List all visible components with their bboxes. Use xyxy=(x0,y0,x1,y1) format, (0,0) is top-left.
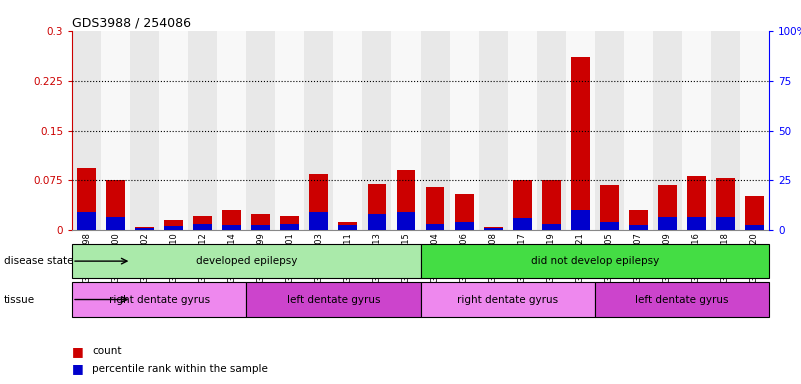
Text: ■: ■ xyxy=(72,362,84,375)
Text: right dentate gyrus: right dentate gyrus xyxy=(109,295,210,305)
Bar xyxy=(449,31,478,230)
Bar xyxy=(425,187,445,230)
Bar xyxy=(658,217,677,230)
Bar xyxy=(252,214,270,230)
Bar xyxy=(508,31,537,230)
Bar xyxy=(276,31,304,230)
Bar xyxy=(396,212,416,230)
Bar xyxy=(745,225,764,230)
Bar xyxy=(421,244,769,278)
Text: count: count xyxy=(92,346,122,356)
Bar xyxy=(107,180,125,230)
Bar xyxy=(72,31,101,230)
Text: right dentate gyrus: right dentate gyrus xyxy=(457,295,558,305)
Bar xyxy=(339,225,357,230)
Bar xyxy=(541,224,561,230)
Bar xyxy=(571,57,590,230)
Bar xyxy=(421,282,594,317)
Bar xyxy=(629,210,648,230)
Bar xyxy=(368,214,386,230)
Bar xyxy=(716,179,735,230)
Bar xyxy=(455,222,473,230)
Bar xyxy=(72,244,421,278)
Text: GDS3988 / 254086: GDS3988 / 254086 xyxy=(72,17,191,30)
Bar xyxy=(135,227,154,230)
Bar xyxy=(594,31,624,230)
Bar xyxy=(513,218,532,230)
Bar xyxy=(716,217,735,230)
Text: did not develop epilepsy: did not develop epilepsy xyxy=(530,256,659,266)
Bar xyxy=(600,185,618,230)
Bar xyxy=(304,31,333,230)
Bar xyxy=(421,31,449,230)
Bar xyxy=(280,224,300,230)
Text: left dentate gyrus: left dentate gyrus xyxy=(635,295,729,305)
Bar xyxy=(247,31,276,230)
Bar xyxy=(710,31,740,230)
Bar xyxy=(309,212,328,230)
Bar xyxy=(484,227,502,230)
Bar xyxy=(745,196,764,230)
Text: disease state: disease state xyxy=(4,256,74,266)
Bar xyxy=(217,31,247,230)
Text: left dentate gyrus: left dentate gyrus xyxy=(287,295,380,305)
Bar xyxy=(571,210,590,230)
Bar xyxy=(339,222,357,230)
Text: ■: ■ xyxy=(72,345,84,358)
Bar xyxy=(309,174,328,230)
Bar xyxy=(629,225,648,230)
Bar xyxy=(159,31,188,230)
Bar xyxy=(77,169,96,230)
Bar xyxy=(107,217,125,230)
Bar xyxy=(455,194,473,230)
Bar xyxy=(566,31,594,230)
Text: percentile rank within the sample: percentile rank within the sample xyxy=(92,364,268,374)
Bar xyxy=(164,220,183,230)
Bar xyxy=(658,185,677,230)
Bar xyxy=(368,184,386,230)
Bar xyxy=(513,180,532,230)
Bar xyxy=(478,31,508,230)
Bar xyxy=(425,224,445,230)
Bar xyxy=(682,31,711,230)
Bar xyxy=(77,212,96,230)
Bar xyxy=(396,170,416,230)
Bar xyxy=(101,31,130,230)
Bar xyxy=(223,210,241,230)
Bar xyxy=(280,216,300,230)
Bar xyxy=(624,31,653,230)
Bar xyxy=(72,282,247,317)
Bar xyxy=(247,282,421,317)
Bar xyxy=(600,222,618,230)
Bar xyxy=(687,217,706,230)
Bar xyxy=(594,282,769,317)
Bar xyxy=(130,31,159,230)
Bar xyxy=(740,31,769,230)
Bar xyxy=(188,31,217,230)
Bar xyxy=(333,31,362,230)
Bar xyxy=(392,31,421,230)
Text: developed epilepsy: developed epilepsy xyxy=(195,256,297,266)
Bar xyxy=(362,31,392,230)
Bar xyxy=(541,180,561,230)
Bar xyxy=(193,224,212,230)
Bar xyxy=(164,227,183,230)
Bar xyxy=(193,216,212,230)
Bar xyxy=(537,31,566,230)
Bar xyxy=(135,228,154,230)
Bar xyxy=(687,176,706,230)
Bar xyxy=(252,225,270,230)
Text: tissue: tissue xyxy=(4,295,35,305)
Bar xyxy=(223,225,241,230)
Bar xyxy=(484,228,502,230)
Bar xyxy=(653,31,682,230)
